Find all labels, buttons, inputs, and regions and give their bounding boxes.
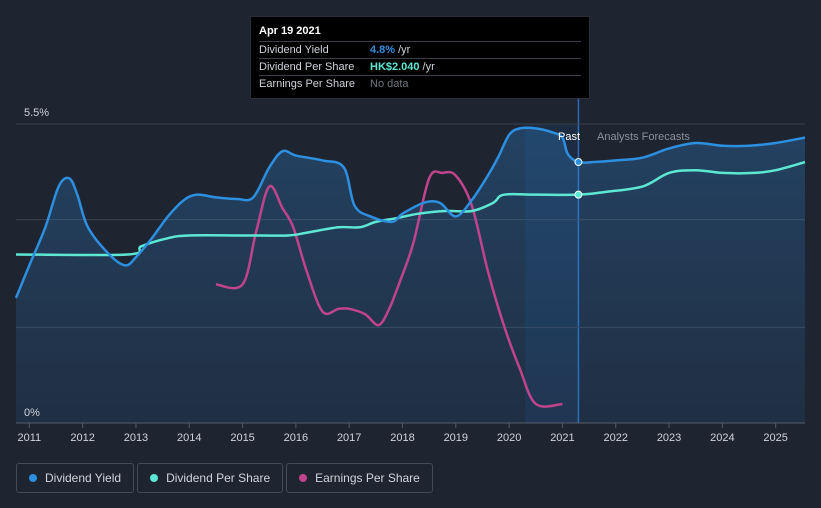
legend-dot-icon — [299, 474, 308, 482]
forecast-label: Analysts Forecasts — [597, 131, 690, 143]
legend-dot-icon — [29, 474, 37, 482]
x-tick-label: 2012 — [70, 432, 94, 444]
tooltip-row-earnings-per-share: Earnings Per Share No data — [259, 75, 581, 92]
dividend-yield-marker — [574, 158, 583, 167]
tooltip-date: Apr 19 2021 — [259, 25, 321, 37]
tooltip-row-dividend-per-share: Dividend Per Share HK$2.040 /yr — [259, 58, 581, 75]
dividend-per-share-marker — [574, 190, 583, 199]
x-tick-label: 2020 — [497, 432, 521, 444]
legend-label: Dividend Per Share — [166, 471, 271, 485]
x-tick-label: 2022 — [604, 432, 628, 444]
x-tick-label: 2013 — [124, 432, 148, 444]
x-axis: 2011 2012 2013 2014 2015 2016 2017 2018 2019 2020… — [17, 423, 788, 444]
x-tick-label: 2019 — [444, 432, 468, 444]
x-tick-label: 2016 — [284, 432, 308, 444]
x-tick-label: 2015 — [230, 432, 254, 444]
tooltip-row-value: No data — [370, 78, 409, 90]
tooltip-row-unit: /yr — [422, 61, 435, 73]
tooltip-row-value: 4.8% — [370, 44, 396, 56]
y-axis-bottom-label: 0% — [24, 407, 40, 419]
x-tick-label: 2025 — [763, 432, 787, 444]
dividend-per-share-line — [15, 160, 806, 257]
tooltip-row-label: Dividend Yield — [259, 44, 329, 56]
x-tick-label: 2024 — [710, 432, 734, 444]
chart: 2011 2012 2013 2014 2015 2016 2017 2018 2019 2020… — [14, 98, 806, 444]
tooltip-row-dividend-yield: Dividend Yield 4.8% /yr — [259, 41, 581, 58]
tooltip-row-unit: /yr — [398, 44, 411, 56]
tooltip-row-label: Earnings Per Share — [259, 78, 355, 90]
x-tick-label: 2011 — [17, 432, 41, 444]
x-tick-label: 2017 — [337, 432, 361, 444]
tooltip-row-label: Dividend Per Share — [259, 61, 355, 73]
earnings-per-share-line — [215, 170, 563, 408]
legend: Dividend Yield Dividend Per Share Earnin… — [16, 463, 433, 493]
past-label: Past — [558, 131, 580, 143]
tooltip-row-value: HK$2.040 — [370, 61, 420, 73]
x-tick-label: 2014 — [177, 432, 201, 444]
x-tick-label: 2021 — [550, 432, 574, 444]
x-tick-label: 2018 — [390, 432, 414, 444]
legend-dot-icon — [150, 474, 159, 482]
tooltip: Apr 19 2021 Dividend Yield 4.8% /yr Divi… — [250, 16, 590, 99]
x-tick-label: 2023 — [657, 432, 681, 444]
dividend-yield-line — [14, 126, 806, 299]
y-axis-top-label: 5.5% — [24, 107, 49, 119]
legend-item-earnings-per-share[interactable]: Earnings Per Share — [286, 463, 433, 493]
legend-item-dividend-per-share[interactable]: Dividend Per Share — [137, 463, 284, 493]
dividend-yield-area — [16, 127, 805, 424]
legend-item-dividend-yield[interactable]: Dividend Yield — [16, 463, 135, 493]
legend-label: Dividend Yield — [45, 471, 122, 485]
legend-label: Earnings Per Share — [315, 471, 420, 485]
